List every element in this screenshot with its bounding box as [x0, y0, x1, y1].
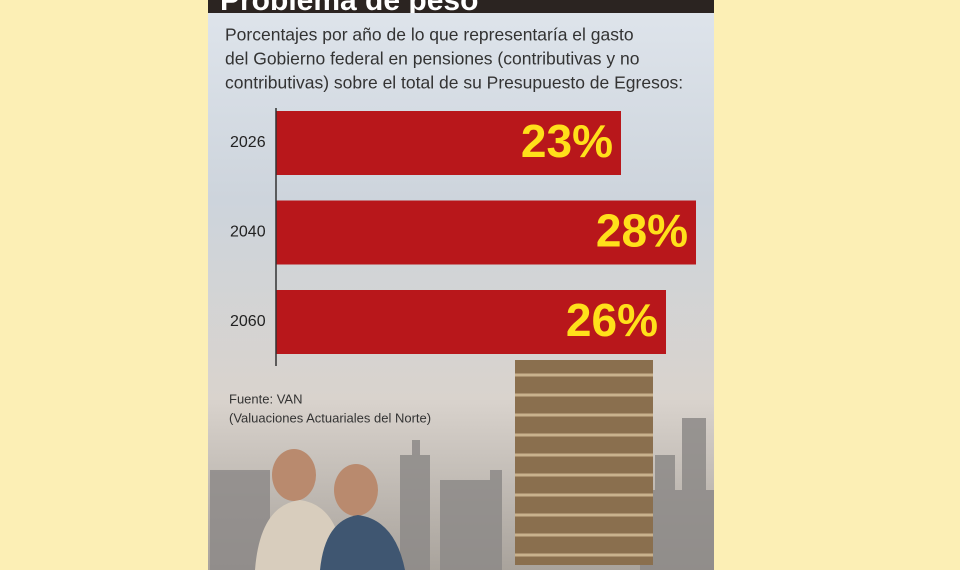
category-label: 2060 — [230, 313, 266, 330]
background-art — [208, 0, 714, 570]
subtitle-line: del Gobierno federal en pensiones (contr… — [225, 49, 639, 69]
source-line: (Valuaciones Actuariales del Norte) — [229, 410, 431, 425]
bar — [276, 200, 696, 265]
category-label: 2040 — [230, 224, 266, 241]
category-label: 2026 — [230, 134, 266, 151]
value-label: 26% — [566, 294, 658, 346]
bar — [276, 111, 621, 175]
source-line: Fuente: VAN — [229, 391, 302, 406]
title-bar — [208, 0, 714, 13]
value-label: 23% — [521, 115, 613, 167]
chart-title: Problema de peso — [220, 0, 478, 17]
elderly-couple — [255, 449, 405, 570]
value-label: 28% — [596, 205, 688, 257]
money-stack — [515, 360, 653, 565]
subtitle-line: Porcentajes por año de lo que representa… — [225, 25, 634, 45]
bar — [276, 290, 666, 354]
subtitle-line: contributivas) sobre el total de su Pres… — [225, 73, 683, 93]
